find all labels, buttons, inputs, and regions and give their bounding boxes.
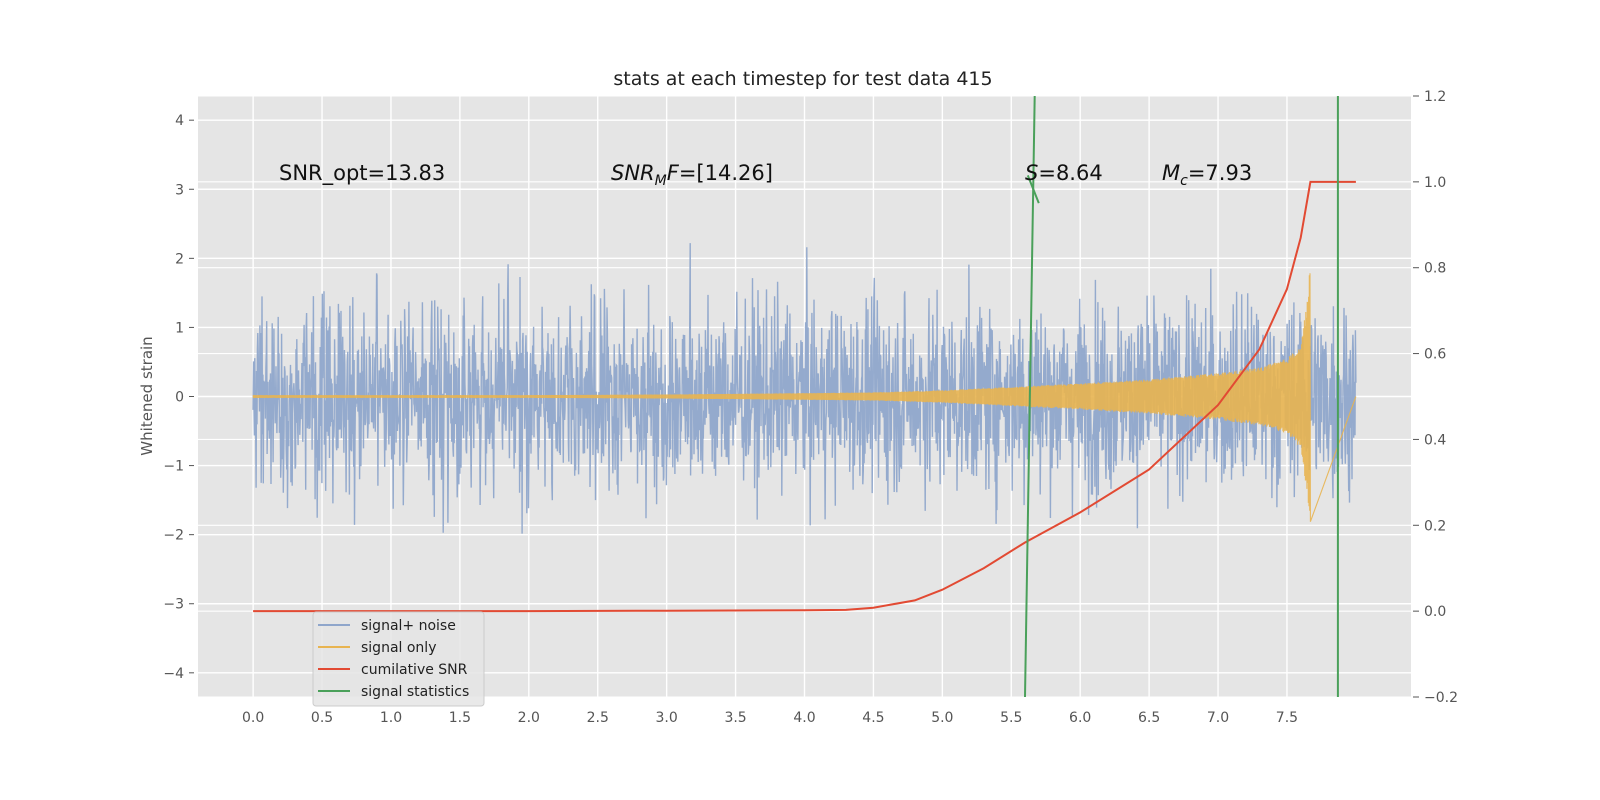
y2-tick-label: −0.2 bbox=[1424, 690, 1458, 706]
x-tick-label: 0.0 bbox=[242, 710, 264, 726]
y2-tick-label: 1.2 bbox=[1424, 89, 1446, 105]
annotation-snr-mf-sub: M bbox=[655, 173, 667, 189]
annotation-chirp-mass-value: =7.93 bbox=[1188, 161, 1252, 185]
x-tick-label: 1.5 bbox=[449, 710, 471, 726]
y2-tick-label: 0.6 bbox=[1424, 347, 1446, 363]
annotation-stat-s-prefix: S bbox=[1025, 161, 1038, 185]
x-tick-label: 1.0 bbox=[380, 710, 402, 726]
annotation-stat-s: S=8.64 bbox=[1025, 161, 1103, 185]
y-axis-label: Whitened strain bbox=[138, 336, 156, 455]
signal-statistics-line bbox=[1024, 95, 1036, 698]
y-tick-label: −3 bbox=[163, 597, 184, 613]
legend-label-signal-statistics: signal statistics bbox=[361, 684, 469, 700]
y-tick-label: 0 bbox=[175, 390, 184, 406]
y-tick-label: 1 bbox=[175, 320, 184, 336]
legend: signal+ noise signal only cumilative SNR… bbox=[312, 611, 485, 707]
y2-tick-label: 0.4 bbox=[1424, 432, 1446, 448]
x-axis-ticks: 0.0 0.5 1.0 1.5 2.0 2.5 3.0 3.5 4.0 4.5 5.0 5.5 6.0 6… bbox=[242, 710, 1298, 726]
annotation-snr-mf-mid: F= bbox=[667, 161, 697, 185]
y2-tick-label: 0.2 bbox=[1424, 518, 1446, 534]
annotation-chirp-mass-sub: c bbox=[1180, 173, 1188, 189]
legend-box bbox=[312, 611, 485, 707]
signal-only-line bbox=[252, 273, 1357, 522]
x-tick-label: 2.5 bbox=[587, 710, 609, 726]
chart-title: stats at each timestep for test data 415 bbox=[613, 68, 992, 90]
y-tick-label: 2 bbox=[175, 251, 184, 267]
cumulative-snr-line bbox=[253, 180, 1356, 613]
x-tick-label: 2.0 bbox=[518, 710, 540, 726]
x-tick-label: 3.5 bbox=[724, 710, 746, 726]
x-tick-label: 6.0 bbox=[1069, 710, 1091, 726]
x-tick-label: 5.5 bbox=[1000, 710, 1022, 726]
annotation-chirp-mass: Mc=7.93 bbox=[1162, 161, 1252, 189]
series-cumulative-snr bbox=[253, 180, 1356, 613]
y-tick-label: −1 bbox=[163, 459, 184, 475]
signal-statistics-line bbox=[1026, 175, 1040, 204]
y2-axis-ticks: 1.2 1.0 0.8 0.6 0.4 0.2 0.0 −0.2 bbox=[1413, 89, 1458, 706]
x-tick-label: 6.5 bbox=[1138, 710, 1160, 726]
x-tick-label: 4.5 bbox=[862, 710, 884, 726]
series-signal-only bbox=[252, 273, 1357, 522]
y2-tick-label: 0.8 bbox=[1424, 261, 1446, 277]
legend-label-signal-only: signal only bbox=[361, 640, 436, 656]
annotation-snr-opt: SNR_opt=13.83 bbox=[279, 161, 445, 186]
x-tick-label: 0.5 bbox=[311, 710, 333, 726]
series-signal-statistics bbox=[1024, 95, 1339, 698]
y-tick-label: −4 bbox=[163, 666, 184, 682]
annotation-chirp-mass-prefix: M bbox=[1162, 161, 1180, 185]
annotation-snr-mf-value: [14.26] bbox=[696, 161, 773, 185]
x-tick-label: 5.0 bbox=[931, 710, 953, 726]
x-tick-label: 4.0 bbox=[793, 710, 815, 726]
y2-tick-label: 1.0 bbox=[1424, 175, 1446, 191]
legend-label-cumulative-snr: cumilative SNR bbox=[361, 662, 468, 678]
series-signal-noise bbox=[252, 243, 1357, 534]
y-tick-label: −2 bbox=[163, 528, 184, 544]
annotation-stat-s-value: =8.64 bbox=[1038, 161, 1102, 185]
y-tick-label: 4 bbox=[175, 113, 184, 129]
legend-label-signal-noise: signal+ noise bbox=[361, 618, 456, 634]
y-axis-ticks: 4 3 2 1 0 −1 −2 −3 −4 bbox=[163, 113, 194, 682]
annotation-snr-mf-prefix: SNR bbox=[611, 161, 655, 185]
signal-noise-line bbox=[252, 243, 1357, 534]
y2-tick-label: 0.0 bbox=[1424, 604, 1446, 620]
x-tick-label: 3.0 bbox=[656, 710, 678, 726]
x-tick-label: 7.0 bbox=[1207, 710, 1229, 726]
x-tick-label: 7.5 bbox=[1276, 710, 1298, 726]
annotation-snr-mf: SNRMF=[14.26] bbox=[611, 161, 773, 189]
y-tick-label: 3 bbox=[175, 182, 184, 198]
